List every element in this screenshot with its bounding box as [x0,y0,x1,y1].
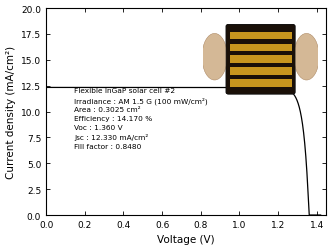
X-axis label: Voltage (V): Voltage (V) [157,234,215,244]
Y-axis label: Current density (mA/cm²): Current density (mA/cm²) [6,46,16,178]
Text: Flexible InGaP solar cell #2
Irradiance : AM 1.5 G (100 mW/cm²)
Area : 0.3025 cm: Flexible InGaP solar cell #2 Irradiance … [74,87,208,149]
